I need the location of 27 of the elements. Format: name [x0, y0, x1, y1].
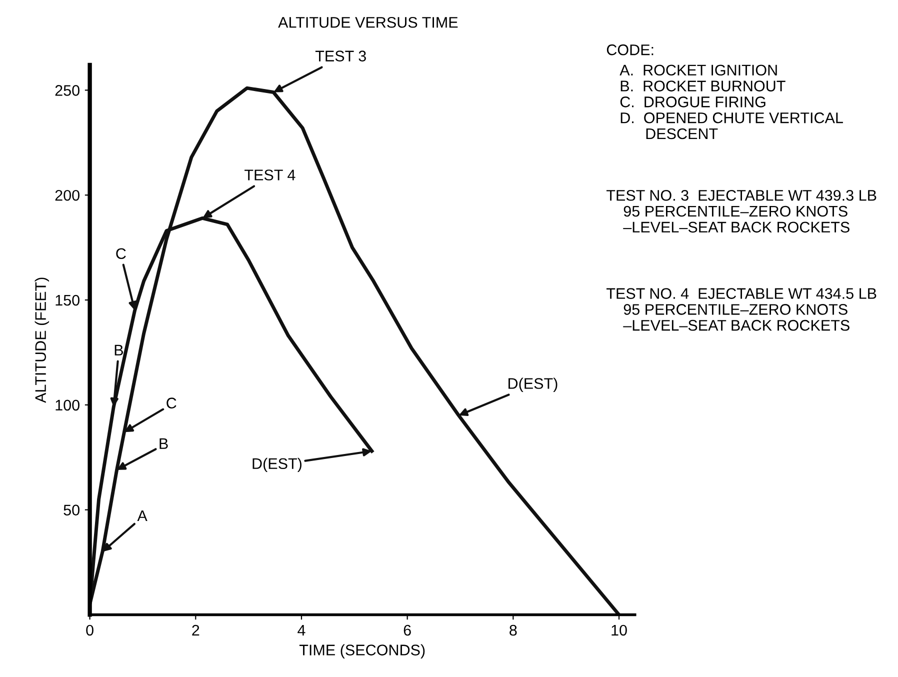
chart-title: ALTITUDE VERSUS TIME	[278, 16, 458, 28]
y-tick-label: 150	[56, 294, 80, 306]
x-tick-label: 0	[86, 624, 94, 636]
annotation: TEST NO. 3 EJECTABLE WT 439.3 LB 95 PERCENTILE–ZERO KNOTS –LEVEL–SEAT BACK ROCKETS	[606, 190, 876, 233]
annotation: A	[137, 510, 148, 521]
annotation: C	[116, 248, 126, 260]
y-axis-title: ALTITUDE (FEET)	[34, 278, 50, 403]
x-tick-label: 8	[510, 624, 517, 636]
text: CODE:	[606, 44, 654, 56]
annotation: D(EST)	[252, 458, 302, 472]
text: TEST 3	[315, 50, 366, 62]
annotation: C	[166, 398, 176, 408]
x-tick-label: 6	[404, 624, 411, 636]
y-tick-label: 100	[56, 400, 80, 411]
annotation: D(EST)	[508, 378, 558, 392]
x-tick-label: 2	[192, 624, 200, 636]
annotation: A. ROCKET IGNITION B. ROCKET BURNOUT C. DROGUE FIRING D. OPENED CHUTE VERTICAL DESCENT	[620, 64, 843, 140]
annotation: B	[114, 344, 123, 356]
annotation: TEST NO. 4 EJECTABLE WT 434.5 LB 95 PERCENTILE–ZERO KNOTS –LEVEL–SEAT BACK ROCKETS	[606, 288, 876, 331]
text: TEST 4	[244, 170, 296, 180]
y-tick-label: 50	[64, 504, 80, 516]
y-tick-label: 200	[55, 190, 80, 201]
x-tick-label: 10	[612, 624, 627, 636]
y-tick-label: 250	[55, 85, 80, 96]
x-axis-title: TIME (SECONDS)	[299, 644, 425, 658]
annotation: B	[160, 438, 168, 449]
x-tick-label: 4	[298, 625, 306, 636]
